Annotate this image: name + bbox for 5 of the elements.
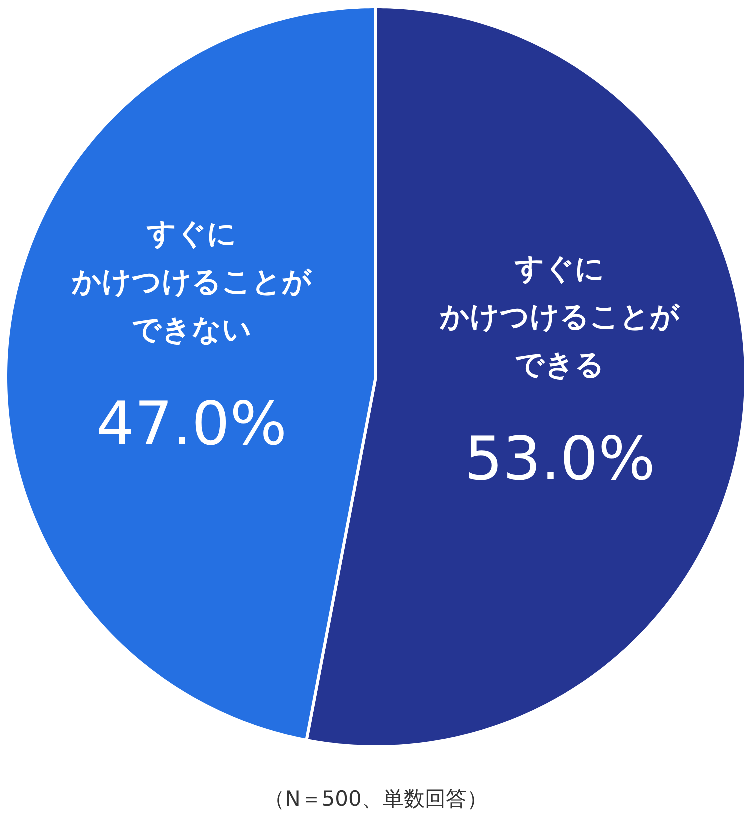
slice-label: すぐにかけつけることができる [439,251,682,382]
slice-label: すぐにかけつけることができない [70,216,313,347]
data-label: 47.0% [96,390,288,460]
data-label: 53.0% [464,424,656,494]
text: （N＝500、単数回答） [264,787,488,811]
